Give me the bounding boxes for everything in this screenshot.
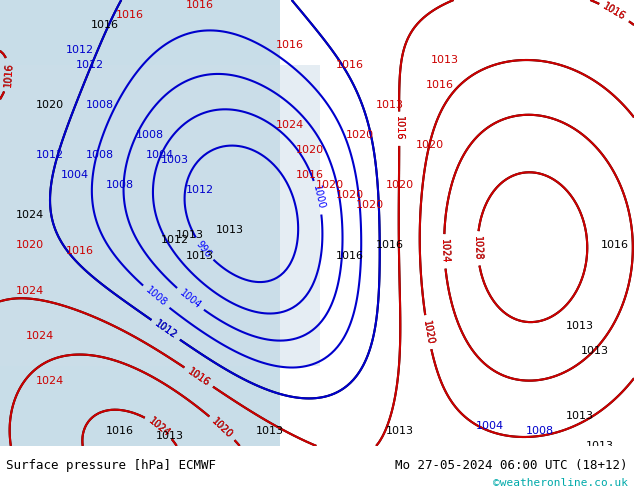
Text: 1020: 1020: [296, 146, 324, 155]
Text: 1020: 1020: [210, 416, 235, 440]
Text: 1016: 1016: [3, 62, 14, 87]
Text: 1008: 1008: [86, 150, 114, 160]
Text: 1013: 1013: [156, 431, 184, 441]
Text: 1008: 1008: [136, 130, 164, 140]
Text: 1024: 1024: [16, 210, 44, 221]
Text: 1016: 1016: [186, 366, 212, 388]
Text: 1020: 1020: [16, 241, 44, 250]
Text: 1016: 1016: [66, 245, 94, 255]
Text: 1012: 1012: [186, 185, 214, 196]
Polygon shape: [0, 0, 280, 446]
Text: 996: 996: [194, 239, 214, 260]
Text: 1004: 1004: [476, 421, 504, 431]
Text: 1024: 1024: [146, 416, 172, 439]
Text: 1016: 1016: [91, 20, 119, 30]
Text: 1024: 1024: [16, 286, 44, 295]
Text: 1013: 1013: [376, 100, 404, 110]
Text: 1012: 1012: [76, 60, 104, 70]
Text: 1004: 1004: [146, 150, 174, 160]
Text: 1016: 1016: [602, 1, 628, 23]
Polygon shape: [0, 65, 320, 366]
Text: 1016: 1016: [116, 10, 144, 20]
Text: 1016: 1016: [602, 1, 628, 23]
Text: 1013: 1013: [431, 55, 459, 65]
Text: 1012: 1012: [161, 236, 189, 245]
Text: 1016: 1016: [336, 60, 364, 70]
Text: 1013: 1013: [216, 225, 244, 236]
Text: 1012: 1012: [153, 318, 179, 341]
Text: 1024: 1024: [439, 239, 450, 264]
Text: Surface pressure [hPa] ECMWF: Surface pressure [hPa] ECMWF: [6, 459, 216, 472]
Text: 1028: 1028: [472, 236, 483, 261]
Text: 1016: 1016: [186, 366, 212, 388]
Text: 1024: 1024: [146, 416, 172, 439]
Text: 1020: 1020: [316, 180, 344, 191]
Text: 1020: 1020: [386, 180, 414, 191]
Text: 1013: 1013: [386, 426, 414, 436]
Text: 1013: 1013: [566, 411, 594, 421]
Text: 1020: 1020: [210, 416, 235, 440]
Text: 1008: 1008: [106, 180, 134, 191]
Text: 1016: 1016: [106, 426, 134, 436]
Text: 1028: 1028: [472, 236, 483, 261]
Text: 1016: 1016: [296, 171, 324, 180]
Text: 1016: 1016: [376, 241, 404, 250]
Text: 1020: 1020: [421, 319, 435, 345]
Text: 1013: 1013: [581, 346, 609, 356]
Text: ©weatheronline.co.uk: ©weatheronline.co.uk: [493, 478, 628, 488]
Text: 1016: 1016: [394, 117, 404, 141]
Text: 1016: 1016: [186, 0, 214, 10]
Text: 1020: 1020: [336, 191, 364, 200]
Text: 1020: 1020: [36, 100, 64, 110]
Text: 1016: 1016: [394, 117, 404, 141]
Text: 1008: 1008: [86, 100, 114, 110]
Text: 1016: 1016: [276, 40, 304, 50]
Text: 1003: 1003: [161, 155, 189, 165]
Text: 1016: 1016: [426, 80, 454, 90]
Text: 1013: 1013: [176, 230, 204, 241]
Text: 1016: 1016: [336, 250, 364, 261]
Text: 1020: 1020: [416, 140, 444, 150]
Text: 1020: 1020: [356, 200, 384, 210]
Text: 1016: 1016: [3, 62, 14, 87]
Text: Mo 27-05-2024 06:00 UTC (18+12): Mo 27-05-2024 06:00 UTC (18+12): [395, 459, 628, 472]
Text: 1024: 1024: [26, 331, 54, 341]
Text: 1013: 1013: [566, 320, 594, 331]
Text: 1008: 1008: [143, 285, 169, 309]
Text: 1004: 1004: [178, 288, 203, 311]
Text: 1012: 1012: [66, 45, 94, 55]
Text: 1013: 1013: [186, 250, 214, 261]
Text: 1016: 1016: [601, 241, 629, 250]
Text: 1024: 1024: [36, 376, 64, 386]
Text: 1013: 1013: [256, 426, 284, 436]
Text: 1024: 1024: [276, 120, 304, 130]
Text: 1008: 1008: [526, 426, 554, 436]
Text: 1000: 1000: [311, 184, 326, 211]
Text: 1004: 1004: [61, 171, 89, 180]
Text: 1020: 1020: [421, 319, 435, 345]
Text: 1024: 1024: [439, 239, 450, 264]
Text: 1012: 1012: [153, 318, 179, 341]
Text: 1020: 1020: [346, 130, 374, 140]
Text: 1013: 1013: [586, 441, 614, 451]
Text: 1012: 1012: [36, 150, 64, 160]
